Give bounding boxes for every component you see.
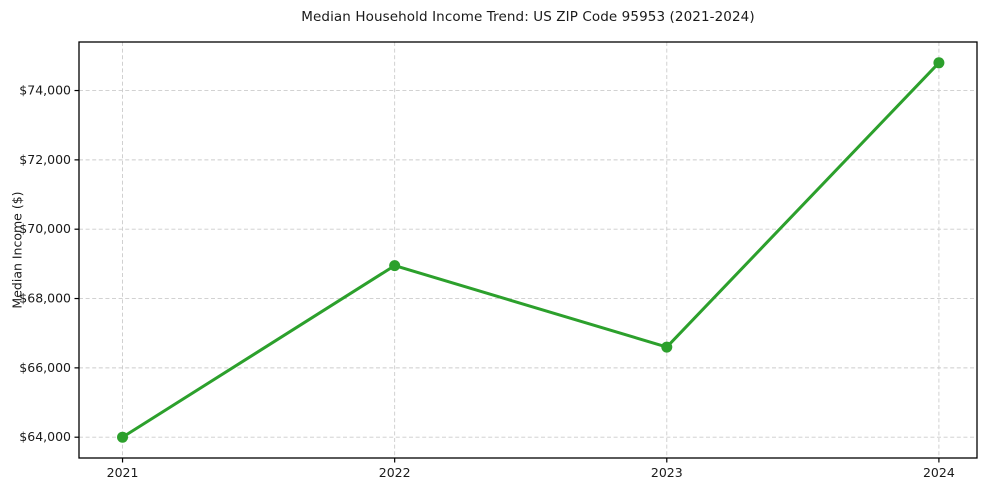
y-tick-label: $74,000 [19, 83, 71, 98]
y-tick-label: $72,000 [19, 152, 71, 167]
y-tick-label: $66,000 [19, 360, 71, 375]
chart-title: Median Household Income Trend: US ZIP Co… [301, 9, 755, 25]
x-tick-label: 2023 [651, 465, 683, 480]
data-point-2024 [933, 57, 945, 69]
x-tick-label: 2022 [379, 465, 411, 480]
y-tick-label: $70,000 [19, 221, 71, 236]
x-tick-label: 2021 [107, 465, 139, 480]
x-tick-label: 2024 [923, 465, 955, 480]
data-point-2023 [661, 341, 673, 353]
data-point-2021 [117, 431, 129, 443]
y-tick-label: $68,000 [19, 291, 71, 306]
data-point-2022 [389, 260, 401, 272]
plot-background [79, 42, 977, 458]
y-tick-label: $64,000 [19, 429, 71, 444]
plot-border [78, 41, 978, 459]
trend-line [121, 61, 941, 439]
